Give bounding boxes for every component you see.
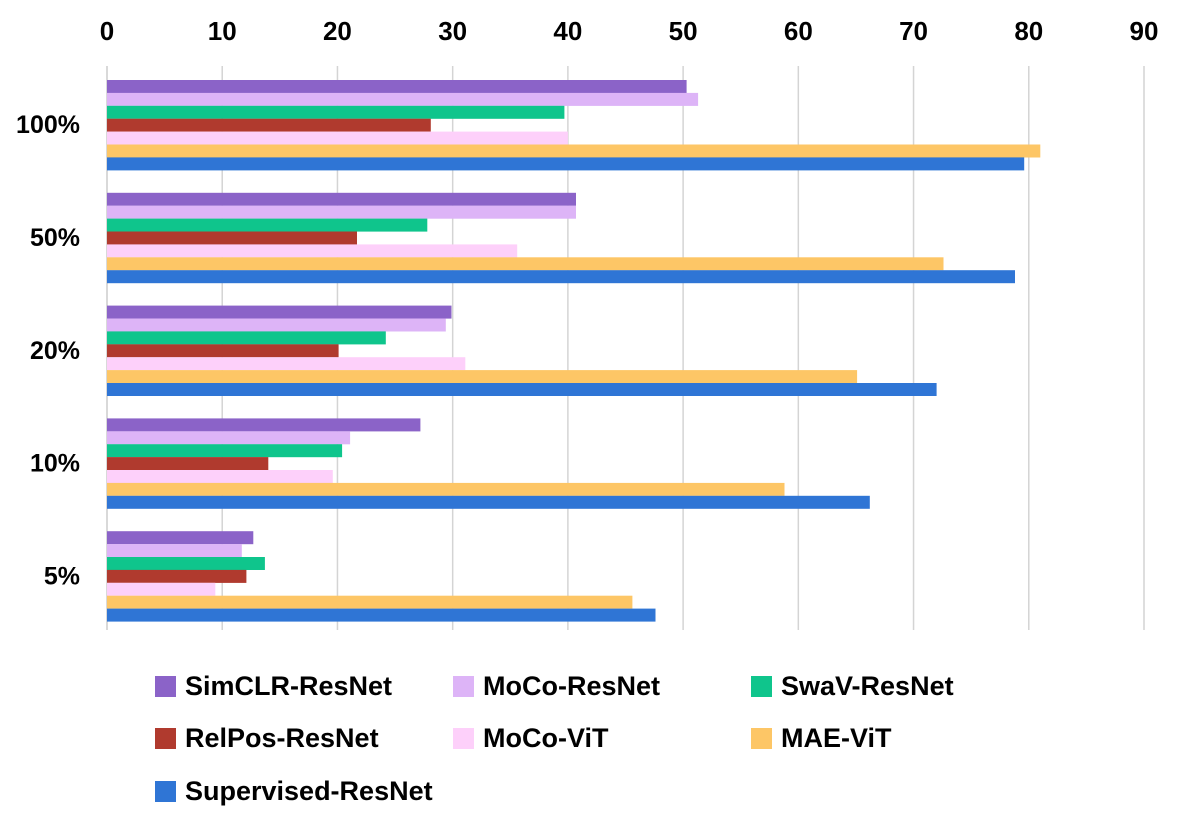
bar-relpos-resnet-10 — [107, 457, 269, 471]
bar-moco-vit-5 — [107, 582, 216, 596]
bar-swav-resnet-5 — [107, 557, 265, 570]
legend: SimCLR-ResNet MoCo-ResNet SwaV-ResNet RelPo… — [0, 660, 1182, 828]
category-label-100: 100% — [16, 111, 80, 139]
x-tick-label-50: 50 — [669, 16, 698, 46]
x-tick-label-0: 0 — [100, 16, 114, 46]
bar-simclr-resnet-100 — [107, 80, 687, 93]
legend-item-mae-vit: MAE-ViT — [751, 723, 892, 753]
bar-simclr-resnet-50 — [107, 192, 576, 206]
bar-supervised-resnet-20 — [107, 383, 937, 396]
x-axis-tick-labels: 0 10 20 30 40 50 60 70 80 90 — [100, 16, 1159, 46]
bar-moco-resnet-5 — [107, 544, 242, 558]
bar-moco-vit-50 — [107, 244, 518, 258]
bar-swav-resnet-50 — [107, 218, 428, 232]
bar-supervised-resnet-50 — [107, 270, 1015, 284]
legend-label: SimCLR-ResNet — [185, 670, 393, 701]
bar-mae-vit-50 — [107, 257, 944, 271]
bar-mae-vit-10 — [107, 482, 785, 496]
bar-relpos-resnet-20 — [107, 344, 339, 358]
bar-simclr-resnet-20 — [107, 305, 452, 319]
legend-item-swav-resnet: SwaV-ResNet — [751, 671, 954, 701]
x-tick-label-90: 90 — [1130, 16, 1159, 46]
legend-label: SwaV-ResNet — [781, 670, 954, 701]
category-label-10: 10% — [30, 450, 80, 478]
bar-swav-resnet-20 — [107, 331, 386, 345]
bar-simclr-resnet-10 — [107, 418, 421, 432]
x-tick-label-30: 30 — [438, 16, 467, 46]
legend-label: MoCo-ResNet — [483, 670, 661, 701]
bar-moco-resnet-20 — [107, 318, 446, 332]
bar-moco-vit-20 — [107, 357, 466, 371]
x-tick-label-40: 40 — [553, 16, 582, 46]
bar-supervised-resnet-100 — [107, 157, 1025, 171]
bar-relpos-resnet-5 — [107, 569, 247, 583]
bar-mae-vit-5 — [107, 595, 633, 609]
bar-relpos-resnet-50 — [107, 231, 357, 245]
x-tick-label-20: 20 — [323, 16, 352, 46]
legend-swatch — [155, 780, 176, 802]
category-label-5: 5% — [44, 562, 80, 590]
legend-item-simclr-resnet: SimCLR-ResNet — [155, 671, 392, 701]
legend-swatch — [751, 727, 772, 749]
bar-supervised-resnet-10 — [107, 495, 870, 509]
legend-label: MAE-ViT — [781, 722, 892, 753]
legend-swatch — [155, 675, 176, 697]
bar-swav-resnet-10 — [107, 444, 343, 458]
legend-label: MoCo-ViT — [483, 722, 609, 753]
legend-swatch — [453, 727, 474, 749]
legend-item-moco-resnet: MoCo-ResNet — [453, 671, 660, 701]
bar-moco-resnet-10 — [107, 431, 351, 445]
x-tick-label-80: 80 — [1014, 16, 1043, 46]
legend-label: RelPos-ResNet — [185, 722, 379, 753]
legend-label: Supervised-ResNet — [185, 775, 433, 806]
bar-moco-vit-10 — [107, 470, 333, 483]
x-tick-label-60: 60 — [784, 16, 813, 46]
bar-moco-vit-100 — [107, 131, 568, 145]
bar-moco-resnet-50 — [107, 205, 576, 219]
legend-swatch — [155, 727, 176, 749]
bar-simclr-resnet-5 — [107, 531, 254, 545]
legend-swatch — [453, 675, 474, 697]
bar-swav-resnet-100 — [107, 105, 565, 119]
bar-chart: 0 10 20 30 40 50 60 70 80 90 100% 50% 20% 10% 5% — [16, 16, 1159, 630]
bar-mae-vit-20 — [107, 370, 858, 384]
category-label-50: 50% — [30, 224, 80, 252]
x-tick-label-70: 70 — [899, 16, 928, 46]
legend-item-relpos-resnet: RelPos-ResNet — [155, 723, 379, 753]
bar-supervised-resnet-5 — [107, 608, 656, 622]
bars — [107, 80, 1041, 622]
y-axis-category-labels: 100% 50% 20% 10% 5% — [16, 111, 80, 590]
legend-item-supervised-resnet: Supervised-ResNet — [155, 776, 433, 806]
bar-moco-resnet-100 — [107, 92, 699, 106]
legend-item-moco-vit: MoCo-ViT — [453, 723, 608, 753]
category-label-20: 20% — [30, 337, 80, 365]
x-tick-label-10: 10 — [208, 16, 237, 46]
bar-relpos-resnet-100 — [107, 118, 431, 132]
bar-mae-vit-100 — [107, 144, 1041, 158]
legend-swatch — [751, 675, 772, 697]
